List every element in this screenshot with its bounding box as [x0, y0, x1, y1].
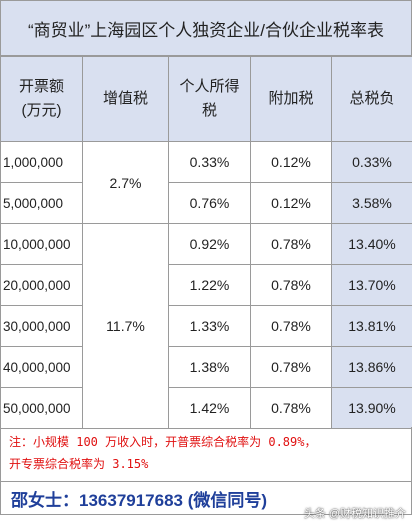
- surcharge-cell: 0.78%: [250, 346, 332, 388]
- table-row: 50,000,000 1.42% 0.78% 13.90%: [0, 387, 412, 429]
- surcharge-cell: 0.78%: [250, 387, 332, 429]
- header-amount: 开票额 (万元): [0, 56, 83, 142]
- income-tax-cell: 1.42%: [168, 387, 251, 429]
- total-cell: 13.40%: [331, 223, 412, 265]
- total-cell: 0.33%: [331, 141, 412, 183]
- total-cell: 3.58%: [331, 182, 412, 224]
- total-cell: 13.86%: [331, 346, 412, 388]
- header-surcharge: 附加税: [250, 56, 332, 142]
- income-tax-cell: 0.92%: [168, 223, 251, 265]
- total-cell: 13.81%: [331, 305, 412, 347]
- tax-rate-table: 开票额 (万元) 增值税 个人所得税 附加税 总税负 1,000,000 2.7…: [0, 56, 412, 429]
- total-cell: 13.70%: [331, 264, 412, 306]
- table-row: 5,000,000 0.76% 0.12% 3.58%: [0, 182, 412, 224]
- table-row: 20,000,000 1.22% 0.78% 13.70%: [0, 264, 412, 306]
- amount-cell: 30,000,000: [0, 305, 83, 347]
- footnote-line-2: 开专票综合税率为 3.15%: [9, 457, 149, 471]
- footnote: 注：小规模 100 万收入时，开普票综合税率为 0.89%， 开专票综合税率为 …: [0, 427, 412, 482]
- amount-cell: 50,000,000: [0, 387, 83, 429]
- amount-cell: 1,000,000: [0, 141, 83, 183]
- footnote-line-1: 注：小规模 100 万收入时，开普票综合税率为 0.89%，: [9, 435, 317, 449]
- watermark: 头条 @财税知识推介: [303, 508, 406, 520]
- header-vat: 增值税: [82, 56, 169, 142]
- amount-cell: 5,000,000: [0, 182, 83, 224]
- header-amount-unit: (万元): [21, 102, 62, 119]
- surcharge-cell: 0.12%: [250, 141, 332, 183]
- income-tax-cell: 0.76%: [168, 182, 251, 224]
- header-amount-label: 开票额: [18, 78, 64, 95]
- amount-cell: 10,000,000: [0, 223, 83, 265]
- table-row: 40,000,000 1.38% 0.78% 13.86%: [0, 346, 412, 388]
- surcharge-cell: 0.78%: [250, 264, 332, 306]
- table-row: 30,000,000 1.33% 0.78% 13.81%: [0, 305, 412, 347]
- surcharge-cell: 0.78%: [250, 223, 332, 265]
- table-row: 10,000,000 11.7% 0.92% 0.78% 13.40%: [0, 223, 412, 429]
- income-tax-cell: 1.22%: [168, 264, 251, 306]
- table-header-row: 开票额 (万元) 增值税 个人所得税 附加税 总税负: [0, 56, 412, 142]
- surcharge-cell: 0.78%: [250, 305, 332, 347]
- header-income-tax: 个人所得税: [168, 56, 251, 142]
- page-title: “商贸业”上海园区个人独资企业/合伙企业税率表: [0, 0, 412, 56]
- income-tax-cell: 0.33%: [168, 141, 251, 183]
- amount-cell: 20,000,000: [0, 264, 83, 306]
- vat-cell: 2.7%: [82, 141, 169, 224]
- income-tax-cell: 1.38%: [168, 346, 251, 388]
- vat-cell: 11.7%: [82, 223, 169, 429]
- table-row: 1,000,000 2.7% 0.33% 0.12% 0.33%: [0, 141, 412, 224]
- income-tax-cell: 1.33%: [168, 305, 251, 347]
- header-total: 总税负: [331, 56, 412, 142]
- amount-cell: 40,000,000: [0, 346, 83, 388]
- total-cell: 13.90%: [331, 387, 412, 429]
- surcharge-cell: 0.12%: [250, 182, 332, 224]
